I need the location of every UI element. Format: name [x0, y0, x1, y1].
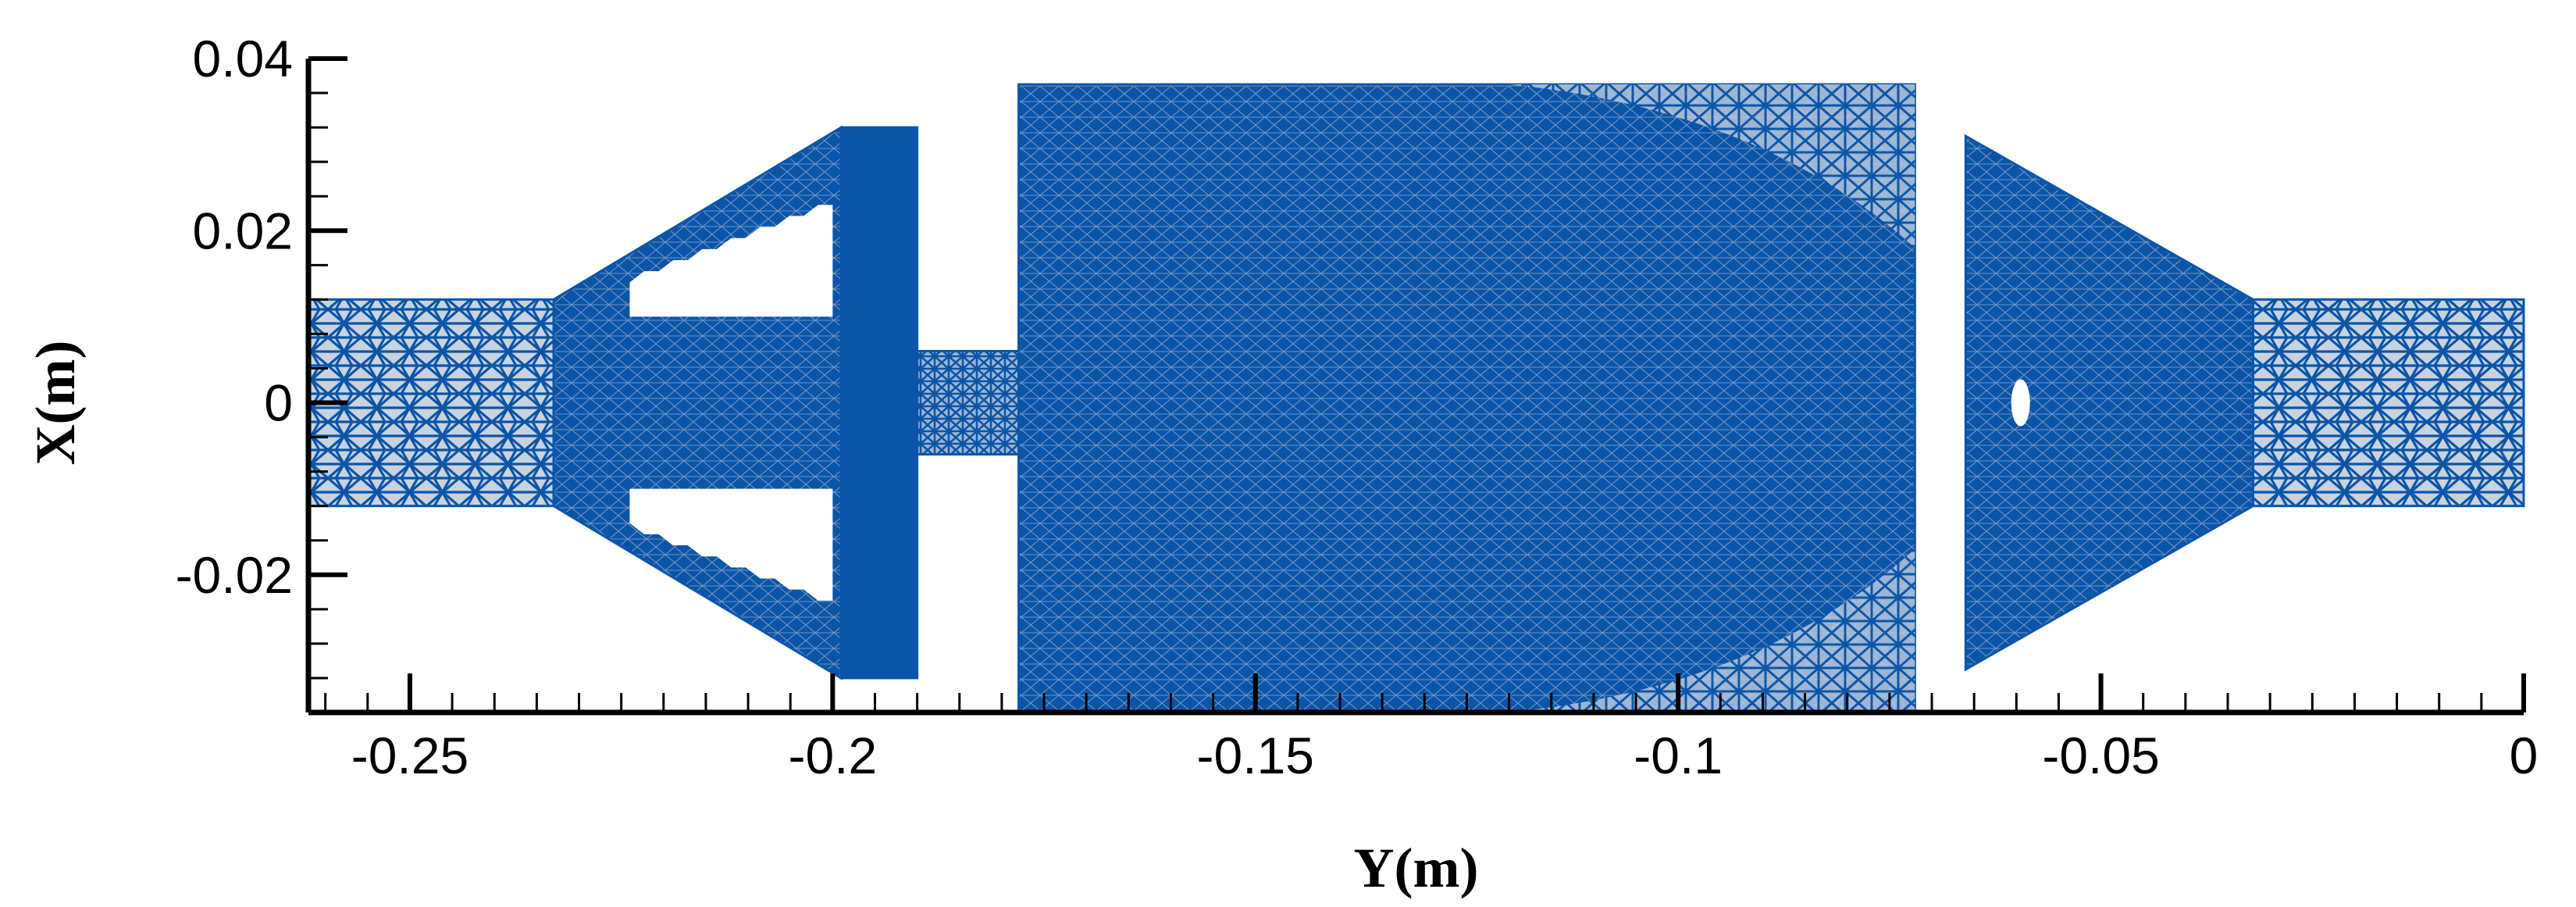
x-tick-label: -0.25 [351, 727, 469, 784]
mesh-layer [307, 83, 2525, 714]
y-tick-label: -0.02 [176, 546, 293, 604]
y-axis-title: X(m) [24, 341, 87, 466]
inlet-pipe-mesh [307, 298, 555, 508]
contraction-core-hole [2011, 379, 2030, 427]
diffuser-lower-cavity [629, 488, 833, 601]
main-chamber-mesh [1017, 83, 1916, 714]
diffuser-cone-mesh [552, 125, 843, 680]
cone-flange-mesh [839, 126, 919, 680]
contraction-cone-mesh [1964, 134, 2254, 672]
x-tick-label: -0.05 [2042, 727, 2159, 784]
x-tick-label: -0.2 [788, 727, 877, 784]
neck-mesh [916, 349, 1021, 456]
x-tick-label: 0 [2510, 727, 2539, 784]
axes-layer: -0.25 -0.2 -0.15 -0.1 -0.05 0 -0.02 0 0.02 0.04 [176, 30, 2539, 784]
y-tick-label: 0.04 [193, 30, 293, 87]
x-tick-label: -0.15 [1197, 727, 1314, 784]
y-tick-label: 0 [264, 374, 293, 432]
x-tick-label: -0.1 [1634, 727, 1723, 784]
main-chamber-lower-open-mesh [1509, 548, 1915, 712]
diffuser-upper-cavity [629, 205, 833, 317]
x-axis-title: Y(m) [1354, 837, 1479, 899]
outlet-pipe-mesh [2251, 298, 2525, 508]
main-chamber-upper-open-mesh [1509, 84, 1915, 248]
contraction-gap [1919, 291, 1958, 515]
y-tick-label: 0.02 [193, 202, 293, 259]
